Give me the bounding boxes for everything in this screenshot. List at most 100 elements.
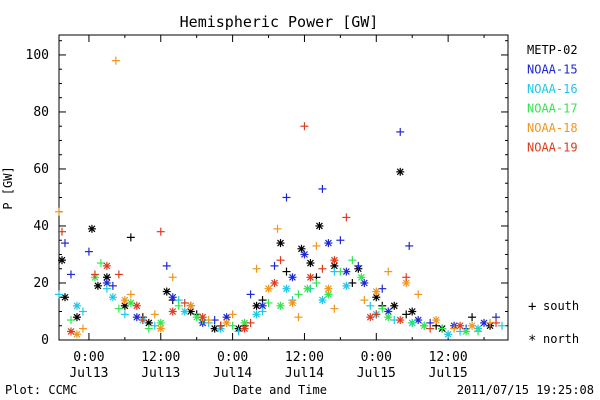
- data-point-north: [72, 301, 81, 310]
- data-point-south: [330, 304, 339, 313]
- data-point-south: [405, 241, 414, 250]
- data-point-south: [354, 261, 363, 270]
- data-point-south: [414, 290, 423, 299]
- data-point-north: [264, 284, 273, 293]
- x-tick-label: 12:00: [141, 350, 180, 365]
- data-point-south: [426, 324, 435, 333]
- data-point-south: [114, 304, 123, 313]
- data-point-north: [342, 281, 351, 290]
- y-axis: 0 20 40 60 80 100: [26, 40, 508, 348]
- legend-entry: NOAA-18: [527, 121, 578, 135]
- legend-entry: NOAA-19: [527, 141, 578, 155]
- data-point-north: [66, 327, 75, 336]
- data-point-south: [402, 310, 411, 319]
- legend-entry: NOAA-17: [527, 102, 578, 116]
- x-tick-label: 12:00: [285, 350, 324, 365]
- data-point-south: [336, 236, 345, 245]
- data-point-north: [156, 324, 165, 333]
- data-point-south: [282, 193, 291, 202]
- data-point-south: [78, 307, 87, 316]
- data-point-south: [162, 261, 171, 270]
- data-point-south: [438, 324, 447, 333]
- data-point-south: [138, 316, 147, 325]
- data-point-south: [396, 127, 405, 136]
- data-point-south: [492, 318, 501, 327]
- y-axis-label: P [GW]: [1, 166, 15, 209]
- x-tick-date-label: Jul13: [141, 366, 180, 381]
- data-point-north: [444, 330, 453, 339]
- data-point-south: [378, 284, 387, 293]
- data-point-north: [300, 250, 309, 259]
- data-point-south: [66, 270, 75, 279]
- data-point-south: [294, 313, 303, 322]
- x-tick-label: 0:00: [73, 350, 104, 365]
- data-point-north: [318, 296, 327, 305]
- data-point-north: [372, 287, 381, 296]
- data-point-north: [57, 256, 66, 265]
- data-point-north: [324, 239, 333, 248]
- data-point-north: [384, 313, 393, 322]
- data-point-south: [342, 213, 351, 222]
- data-point-south: [402, 273, 411, 282]
- data-point-north: [198, 313, 207, 322]
- y-tick-label: 60: [33, 162, 49, 177]
- legend-south-symbol: +: [528, 299, 536, 315]
- data-point-north: [276, 301, 285, 310]
- data-point-north: [126, 298, 135, 307]
- x-tick-date-label: Jul13: [69, 366, 108, 381]
- data-point-south: [204, 316, 213, 325]
- data-point-south: [150, 321, 159, 330]
- data-point-south: [318, 264, 327, 273]
- data-point-north: [315, 221, 324, 230]
- data-point-north: [222, 318, 231, 327]
- data-point-north: [288, 273, 297, 282]
- data-point-south: [498, 321, 507, 330]
- data-point-south: [282, 267, 291, 276]
- data-point-south: [78, 324, 87, 333]
- data-point-north: [87, 224, 96, 233]
- x-tick-label: 0:00: [361, 350, 392, 365]
- data-point-north: [297, 244, 306, 253]
- data-point-south: [126, 233, 135, 242]
- plot-frame: [58, 34, 509, 341]
- footer-timestamp: 2011/07/15 19:25:08: [457, 383, 594, 397]
- data-point-north: [168, 293, 177, 302]
- data-point-north: [120, 296, 129, 305]
- legend-entry: METP-02: [527, 43, 578, 57]
- x-tick-date-label: Jul15: [429, 366, 468, 381]
- data-point-south: [408, 318, 417, 327]
- data-point-north: [396, 167, 405, 176]
- data-point-south: [264, 298, 273, 307]
- data-point-south: [90, 270, 99, 279]
- data-point-south: [55, 290, 63, 299]
- data-point-north: [132, 313, 141, 322]
- legend-north-symbol: *: [528, 333, 536, 349]
- legend-entry: NOAA-15: [527, 63, 578, 77]
- data-point-south: [216, 321, 225, 330]
- data-point-north: [303, 284, 312, 293]
- data-point-north: [72, 330, 81, 339]
- data-point-south: [312, 241, 321, 250]
- data-point-south: [258, 307, 267, 316]
- y-tick-label: 0: [41, 333, 49, 348]
- data-point-north: [420, 321, 429, 330]
- x-tick-date-label: Jul14: [285, 366, 324, 381]
- data-point-north: [306, 259, 315, 268]
- data-point-north: [288, 298, 297, 307]
- chart-title: Hemispheric Power [GW]: [180, 13, 379, 31]
- data-point-north: [396, 316, 405, 325]
- data-point-north: [330, 256, 339, 265]
- data-point-north: [60, 293, 69, 302]
- data-point-south: [366, 301, 375, 310]
- data-point-north: [240, 324, 249, 333]
- data-point-north: [132, 301, 141, 310]
- data-point-south: [156, 227, 165, 236]
- data-point-south: [120, 310, 129, 319]
- data-point-north: [72, 313, 81, 322]
- data-point-south: [55, 207, 63, 216]
- data-point-north: [366, 313, 375, 322]
- data-point-south: [57, 227, 66, 236]
- data-point-north: [186, 301, 195, 310]
- y-tick-label: 40: [33, 219, 49, 234]
- data-point-north: [408, 307, 417, 316]
